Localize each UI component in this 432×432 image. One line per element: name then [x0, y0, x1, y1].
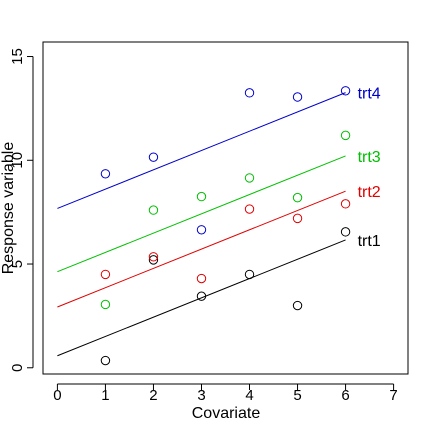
point-trt4: [196, 225, 207, 235]
y-tick-label: 0: [9, 364, 26, 372]
fit-line-trt3: [57, 155, 346, 273]
x-tick-label: 6: [341, 387, 349, 404]
point-trt3: [244, 173, 255, 183]
fit-line-trt2: [57, 190, 346, 308]
x-tick-label: 3: [197, 387, 205, 404]
series-label-trt1: trt1: [358, 233, 381, 250]
point-trt1: [244, 269, 255, 280]
y-tick-label: 5: [9, 260, 26, 268]
x-tick-label: 0: [53, 387, 61, 404]
point-trt1: [196, 291, 207, 301]
point-trt1: [148, 255, 159, 265]
x-tick-label: 2: [149, 387, 157, 404]
data-points: [100, 86, 351, 366]
point-trt4: [340, 86, 351, 96]
point-trt2: [340, 199, 351, 209]
point-trt4: [244, 88, 255, 98]
point-trt4: [100, 169, 111, 179]
point-trt3: [292, 192, 303, 203]
series-label-trt4: trt4: [358, 86, 381, 103]
point-trt4: [148, 152, 159, 162]
point-trt1: [340, 227, 351, 237]
point-trt2: [148, 252, 159, 262]
y-tick-label: 15: [9, 48, 26, 65]
point-trt2: [244, 204, 255, 214]
point-trt2: [100, 269, 111, 280]
point-trt3: [196, 191, 207, 202]
point-trt1: [100, 355, 111, 366]
x-tick-label: 1: [101, 387, 109, 404]
x-tick-label: 5: [293, 387, 301, 404]
point-trt3: [148, 205, 159, 215]
series-label-trt3: trt3: [358, 149, 381, 166]
fit-line-trt1: [57, 239, 346, 357]
x-tick-label: 4: [245, 387, 253, 404]
y-tick-label: 10: [9, 152, 26, 169]
point-trt2: [196, 273, 207, 284]
point-trt3: [100, 299, 111, 310]
fit-lines: [57, 92, 346, 357]
point-trt3: [340, 130, 351, 141]
plot-frame: [42, 41, 409, 375]
x-tick-label: 7: [389, 387, 397, 404]
series-label-trt2: trt2: [358, 184, 381, 201]
point-trt1: [292, 300, 303, 311]
fit-line-trt4: [57, 92, 346, 209]
y-axis-title: Response variable: [0, 142, 17, 275]
point-trt4: [292, 92, 303, 102]
series-labels: trt1 trt2 trt3 trt4: [358, 86, 381, 250]
x-axis-title: Covariate: [192, 405, 261, 422]
point-trt2: [292, 213, 303, 224]
axes: 0 1 2 3 4 5 6 7 0 5 10 15: [9, 48, 398, 404]
